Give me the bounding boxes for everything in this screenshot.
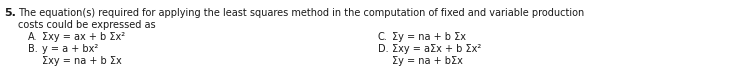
Text: Σy = na + b Σx: Σy = na + b Σx xyxy=(392,32,466,42)
Text: costs could be expressed as: costs could be expressed as xyxy=(18,20,155,30)
Text: Σxy = na + b Σx: Σxy = na + b Σx xyxy=(42,56,122,66)
Text: Σxy = aΣx + b Σx²: Σxy = aΣx + b Σx² xyxy=(392,44,481,54)
Text: D.: D. xyxy=(378,44,388,54)
Text: B.: B. xyxy=(28,44,38,54)
Text: Σy = na + bΣx: Σy = na + bΣx xyxy=(392,56,463,66)
Text: A.: A. xyxy=(28,32,38,42)
Text: y = a + bx²: y = a + bx² xyxy=(42,44,98,54)
Text: Σxy = ax + b Σx²: Σxy = ax + b Σx² xyxy=(42,32,125,42)
Text: The equation(s) required for applying the least squares method in the computatio: The equation(s) required for applying th… xyxy=(18,8,585,18)
Text: C.: C. xyxy=(378,32,388,42)
Text: 5.: 5. xyxy=(4,8,16,18)
